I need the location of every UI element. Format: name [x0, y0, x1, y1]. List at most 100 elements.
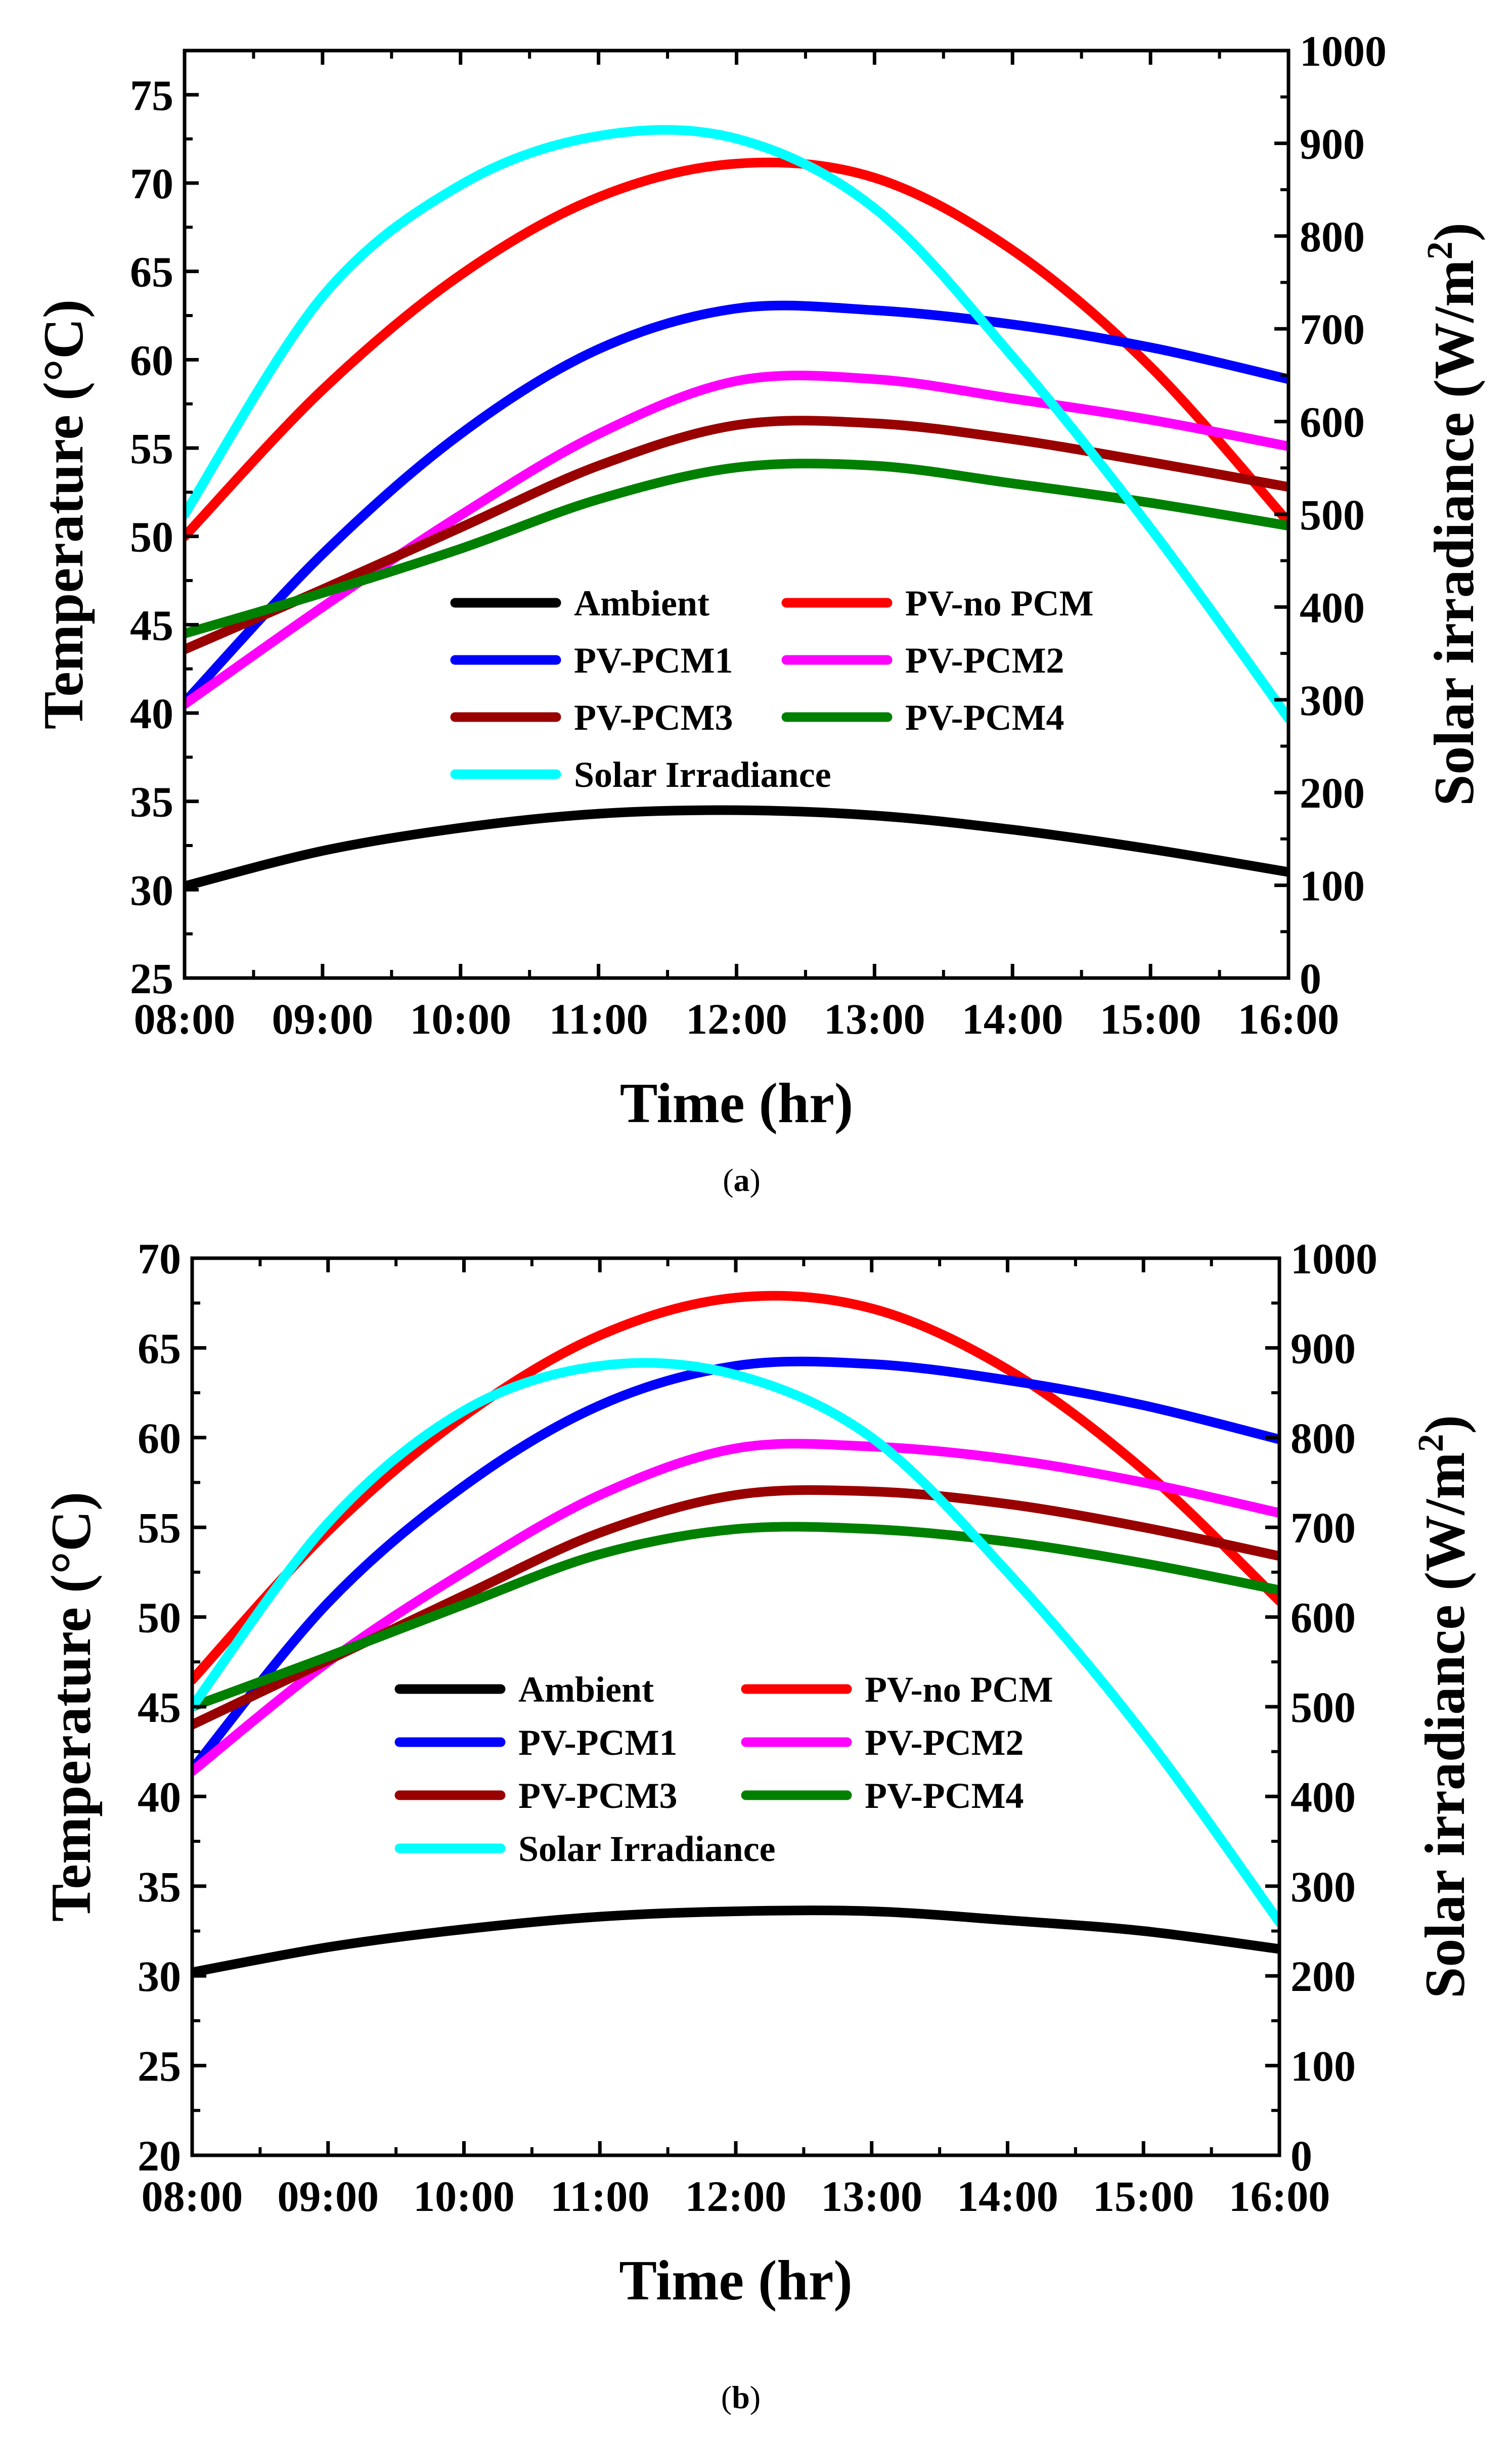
series-group: [192, 1291, 1279, 1977]
series-line-solar-irradiance: [185, 125, 1288, 723]
y2-axis-title-sup: 2: [1410, 1434, 1451, 1452]
x-tick-label: 09:00: [272, 995, 374, 1043]
y-axis-title: Temperature (°C): [40, 1492, 103, 1922]
caption-close: ): [750, 2379, 761, 2415]
y2-tick-label: 0: [1300, 954, 1321, 1003]
legend-label: Ambient: [518, 1669, 654, 1710]
chart-panel-b: 2025303540455055606570010020030040050060…: [40, 1234, 1477, 2415]
series-line-ambient: [185, 805, 1288, 891]
y2-tick-label: 0: [1291, 2132, 1312, 2180]
legend-label: PV-PCM4: [865, 1776, 1024, 1816]
legend-label: PV-PCM1: [518, 1722, 678, 1763]
y-tick-label: 65: [138, 1324, 181, 1372]
x-tick-label: 16:00: [1229, 2172, 1330, 2221]
legend-label: PV-no PCM: [905, 583, 1094, 624]
y-tick-label: 60: [130, 336, 173, 384]
x-tick-label: 15:00: [1100, 995, 1202, 1043]
y2-tick-label: 900: [1300, 119, 1365, 168]
legend-label: PV-PCM1: [574, 640, 733, 681]
y2-tick-label: 800: [1300, 212, 1365, 261]
y-tick-label: 70: [138, 1234, 181, 1283]
y2-tick-label: 1000: [1300, 27, 1387, 75]
x-tick-label: 10:00: [413, 2172, 515, 2221]
y2-tick-label: 600: [1300, 398, 1365, 447]
y2-tick-label: 100: [1300, 862, 1365, 910]
x-tick-label: 10:00: [410, 995, 511, 1043]
y-tick-label: 50: [138, 1593, 181, 1642]
series-group: [185, 125, 1288, 891]
y-axis-title: Temperature (°C): [32, 299, 95, 729]
panel-caption: (a): [723, 1162, 761, 1198]
series-line-pv-pcm1: [185, 300, 1288, 707]
y2-tick-label: 300: [1291, 1862, 1356, 1911]
series-line-pv-no-pcm: [192, 1291, 1279, 1685]
y-tick-label: 35: [138, 1862, 181, 1911]
y2-axis-title-main: Solar irradiance (W/m: [1414, 1452, 1477, 1998]
y-tick-label: 45: [138, 1683, 181, 1732]
x-axis-title: Time (hr): [619, 2249, 852, 2312]
y2-tick-label: 800: [1291, 1414, 1356, 1462]
y2-axis-title-end: ): [1423, 223, 1486, 241]
x-tick-label: 09:00: [277, 2172, 379, 2221]
y-tick-label: 30: [138, 1952, 181, 2001]
y2-tick-label: 500: [1300, 491, 1365, 539]
legend-label: PV-PCM4: [905, 697, 1064, 738]
y2-tick-label: 300: [1300, 676, 1365, 725]
y2-tick-label: 400: [1300, 583, 1365, 632]
y-tick-label: 70: [130, 159, 173, 208]
y-tick-label: 60: [138, 1414, 181, 1462]
y-tick-label: 55: [130, 424, 173, 473]
y-tick-label: 65: [130, 248, 173, 296]
series-line-solar-irradiance: [192, 1358, 1279, 1927]
caption-letter: b: [732, 2379, 750, 2415]
y-tick-label: 20: [138, 2132, 181, 2180]
x-tick-label: 08:00: [134, 995, 236, 1043]
x-tick-label: 08:00: [142, 2172, 243, 2221]
caption-open: (: [721, 2379, 732, 2415]
y2-axis-title-end: ): [1414, 1415, 1477, 1434]
y-tick-label: 25: [138, 2042, 181, 2091]
y2-tick-label: 200: [1291, 1952, 1356, 2001]
x-axis-title: Time (hr): [620, 1072, 853, 1135]
y2-axis-title-main: Solar irradiance (W/m: [1423, 259, 1486, 806]
y-tick-label: 50: [130, 513, 173, 561]
y2-tick-label: 900: [1291, 1324, 1356, 1372]
x-tick-label: 15:00: [1093, 2172, 1194, 2221]
y2-tick-label: 100: [1291, 2042, 1356, 2091]
panel-caption: (b): [721, 2379, 761, 2415]
series-line-pv-pcm3: [185, 416, 1288, 654]
x-tick-label: 11:00: [549, 995, 648, 1043]
x-tick-label: 13:00: [821, 2172, 922, 2221]
legend-label: PV-PCM2: [905, 640, 1064, 681]
legend-label: PV-PCM3: [574, 697, 733, 738]
y-tick-label: 40: [130, 689, 173, 738]
y2-tick-label: 700: [1300, 305, 1365, 353]
x-tick-label: 14:00: [957, 2172, 1058, 2221]
y2-tick-label: 500: [1291, 1683, 1356, 1732]
x-tick-label: 16:00: [1238, 995, 1340, 1043]
series-line-pv-pcm4: [192, 1522, 1279, 1712]
caption-letter: a: [734, 1162, 750, 1198]
legend-label: Solar Irradiance: [518, 1829, 776, 1869]
y-tick-label: 55: [138, 1503, 181, 1552]
y2-tick-label: 700: [1291, 1503, 1356, 1552]
x-tick-label: 13:00: [824, 995, 925, 1043]
chart-panel-a: 25 30 35 40 45 50 55 60 65 70 75 0 100 200 300 400 500 60…: [32, 27, 1486, 1198]
caption-open: (: [723, 1162, 733, 1198]
legend-label: PV-PCM2: [865, 1722, 1024, 1763]
legend-label: Ambient: [574, 583, 709, 624]
y2-axis-title: Solar irradiance (W/m2): [1410, 1415, 1477, 1999]
y-tick-label: 40: [138, 1772, 181, 1821]
y2-tick-label: 400: [1291, 1772, 1356, 1821]
y-tick-label: 30: [130, 866, 173, 914]
x-tick-label: 12:00: [686, 995, 787, 1043]
y2-axis-title-sup: 2: [1419, 241, 1460, 259]
x-tick-label: 11:00: [550, 2172, 649, 2221]
legend-label: Solar Irradiance: [574, 755, 831, 795]
y-tick-label: 75: [130, 71, 173, 119]
y-tick-label: 25: [130, 954, 173, 1003]
x-tick-label: 12:00: [685, 2172, 787, 2221]
caption-close: ): [750, 1162, 761, 1198]
